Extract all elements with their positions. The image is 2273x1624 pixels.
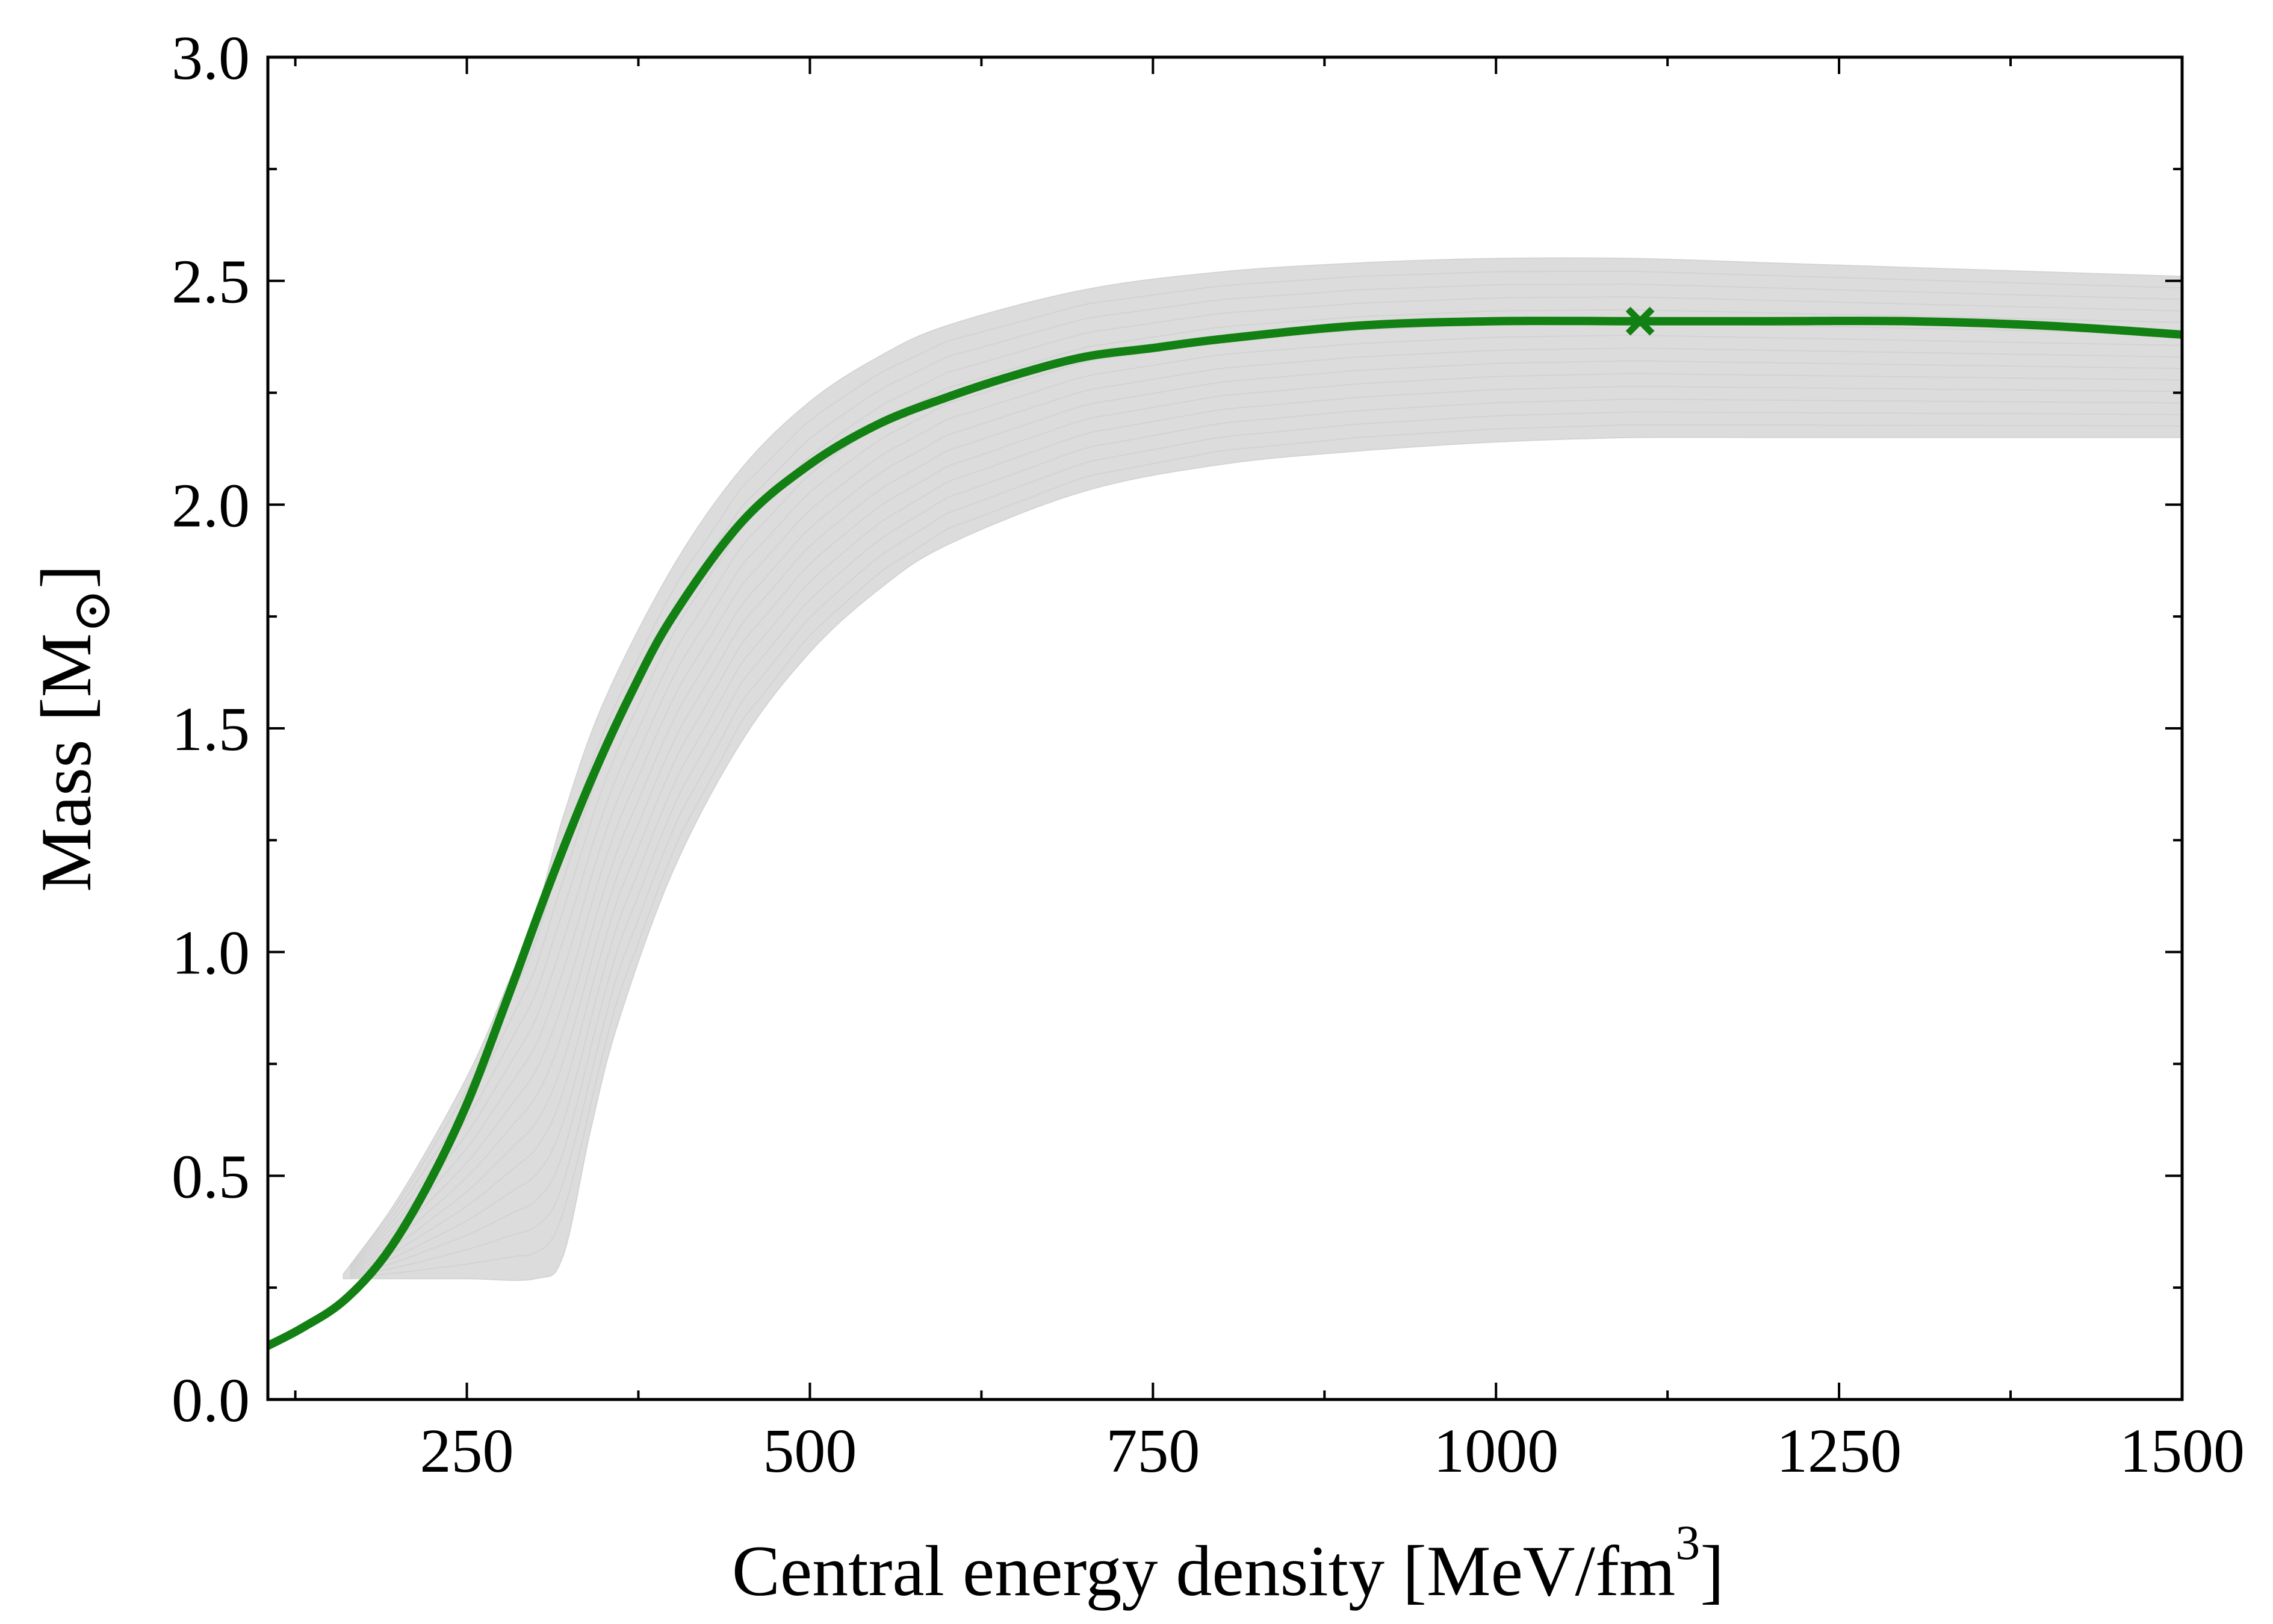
y-tick-label: 1.0 xyxy=(172,919,250,988)
y-tick-label: 3.0 xyxy=(172,23,250,93)
x-tick-label: 1000 xyxy=(1433,1416,1558,1486)
x-tick-labels: 250 500 750 1000 1250 1500 xyxy=(420,1416,2245,1486)
ensemble-curve-2 xyxy=(350,411,2182,1277)
ensemble-curve-13 xyxy=(350,270,2182,1266)
y-tick-label: 2.5 xyxy=(172,247,250,317)
y-tick-label: 2.0 xyxy=(172,471,250,540)
x-tick-label: 500 xyxy=(763,1416,857,1486)
ensemble-curve-8 xyxy=(350,335,2182,1271)
x-axis-title: Central energy density [MeV/fm3] xyxy=(732,1515,1724,1611)
y-axis-title-close: ] xyxy=(26,565,106,589)
y-axis-title-main: Mass [M xyxy=(26,633,106,892)
ensemble-curve-5 xyxy=(350,373,2182,1274)
ensemble-curve-11 xyxy=(350,296,2182,1268)
x-axis-title-superscript: 3 xyxy=(1675,1515,1700,1570)
ensemble-curve-10 xyxy=(350,309,2182,1269)
maximum-mass-marker xyxy=(1625,306,1655,336)
x-tick-label: 1500 xyxy=(2120,1416,2245,1486)
y-tick-label: 0.5 xyxy=(172,1142,250,1211)
x-tick-label: 750 xyxy=(1106,1416,1200,1486)
marker-stroke-b xyxy=(1625,306,1655,336)
axis-ticks xyxy=(268,56,2183,1401)
y-tick-labels: 0.0 0.5 1.0 1.5 2.0 2.5 3.0 xyxy=(172,23,250,1435)
y-axis-title: Mass [M⊙] xyxy=(26,565,122,892)
y-axis-title-subscript: ⊙ xyxy=(63,589,122,633)
y-tick-label: 0.0 xyxy=(172,1366,250,1435)
selected-eos-line xyxy=(268,317,2182,1350)
ensemble-curve-1 xyxy=(350,424,2182,1278)
x-axis-title-main: Central energy density [MeV/fm xyxy=(732,1531,1675,1611)
y-tick-label: 1.5 xyxy=(172,695,250,764)
plot-area xyxy=(268,257,2182,1350)
ensemble-curve-6 xyxy=(350,360,2182,1274)
ensemble-curve-3 xyxy=(350,398,2182,1277)
ensemble-curve-4 xyxy=(350,386,2182,1275)
x-axis-title-close: ] xyxy=(1700,1531,1724,1611)
x-tick-label: 250 xyxy=(420,1416,514,1486)
ensemble-curve-7 xyxy=(350,347,2182,1272)
x-tick-label: 1250 xyxy=(1776,1416,1902,1486)
ensemble-band xyxy=(343,257,2182,1282)
